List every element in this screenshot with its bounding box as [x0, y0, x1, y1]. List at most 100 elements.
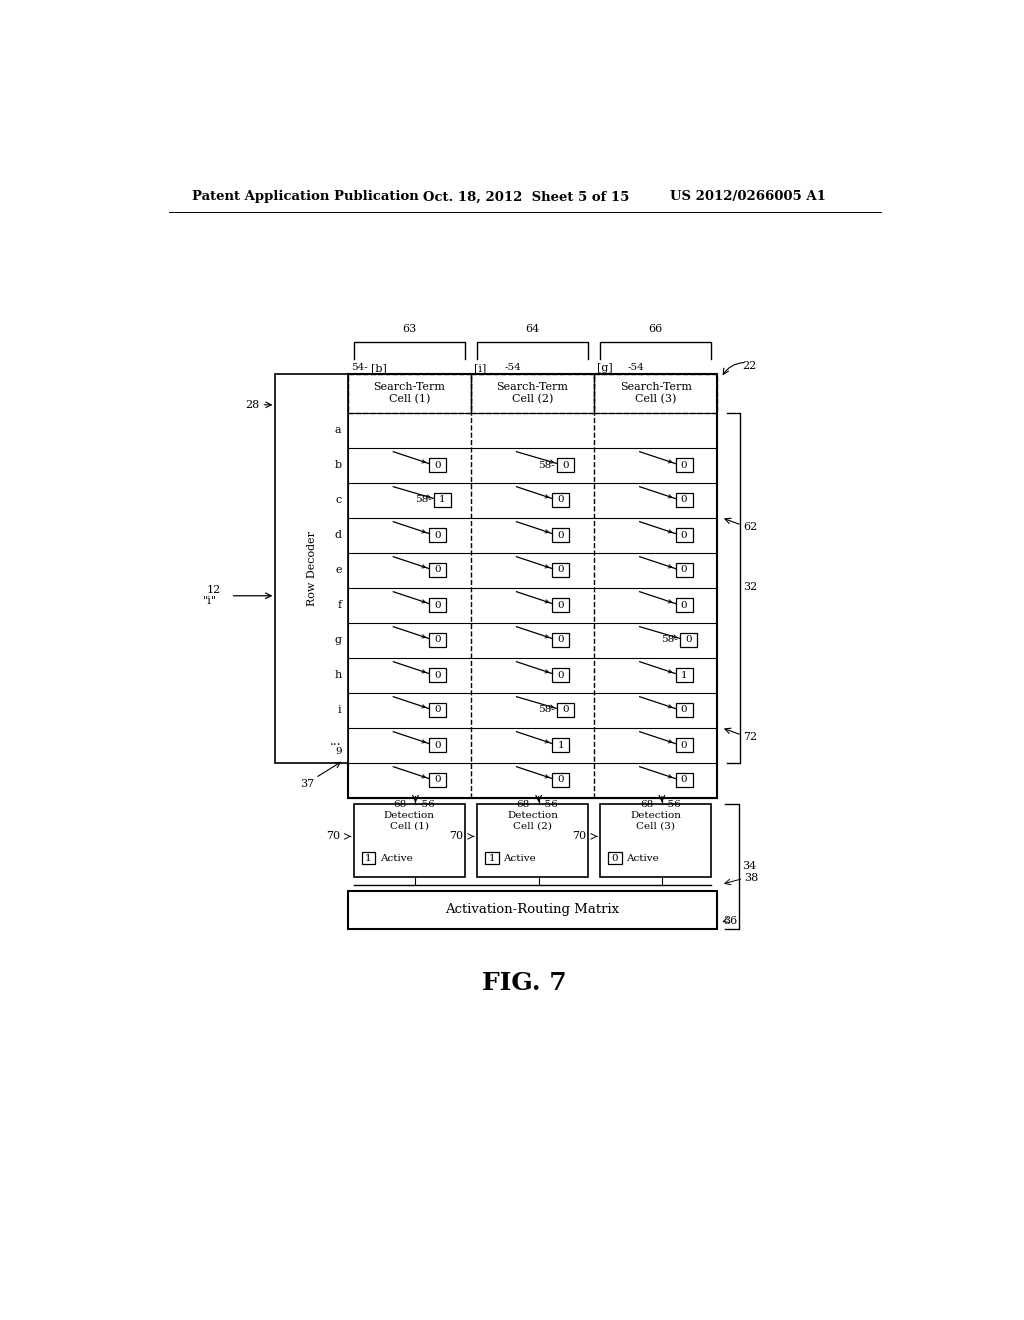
Bar — [608, 853, 622, 865]
Text: 0: 0 — [681, 705, 687, 714]
Text: Oct. 18, 2012  Sheet 5 of 15: Oct. 18, 2012 Sheet 5 of 15 — [423, 190, 630, 203]
Text: -54: -54 — [505, 363, 521, 372]
Text: 54-: 54- — [351, 363, 368, 372]
Bar — [354, 804, 465, 876]
Bar — [429, 704, 446, 717]
Bar — [552, 738, 569, 752]
Text: 1: 1 — [488, 854, 495, 863]
Text: 70: 70 — [450, 832, 463, 841]
Text: h: h — [334, 671, 342, 680]
Text: 37: 37 — [301, 779, 314, 789]
Text: 0: 0 — [557, 495, 564, 504]
Bar — [429, 738, 446, 752]
Bar — [681, 634, 697, 647]
Text: 58-: 58- — [662, 635, 678, 644]
Text: 0: 0 — [557, 601, 564, 610]
Text: 1: 1 — [366, 854, 372, 863]
Bar — [552, 774, 569, 787]
Bar — [676, 668, 692, 682]
Text: 0: 0 — [681, 461, 687, 470]
Text: 32: 32 — [743, 582, 758, 593]
Bar — [676, 598, 692, 612]
Text: Detection
Cell (3): Detection Cell (3) — [630, 810, 681, 830]
Text: [g]: [g] — [597, 363, 613, 372]
Text: 28: 28 — [245, 400, 259, 409]
Text: -54: -54 — [628, 363, 645, 372]
Text: 0: 0 — [434, 741, 441, 750]
Text: 1: 1 — [439, 495, 445, 504]
Text: i: i — [338, 705, 342, 715]
Text: a: a — [335, 425, 342, 436]
Text: 0: 0 — [681, 741, 687, 750]
Text: 0: 0 — [611, 854, 618, 863]
Text: Search-Term
Cell (2): Search-Term Cell (2) — [497, 383, 568, 404]
Bar — [348, 374, 717, 797]
Text: Active: Active — [380, 854, 413, 863]
Bar — [552, 634, 569, 647]
Text: 38: 38 — [744, 874, 759, 883]
Text: [b]: [b] — [371, 363, 387, 372]
Text: 63: 63 — [402, 323, 417, 334]
Text: 58-: 58- — [539, 705, 555, 714]
Text: US 2012/0266005 A1: US 2012/0266005 A1 — [670, 190, 825, 203]
Bar — [676, 494, 692, 507]
Text: 0: 0 — [557, 531, 564, 540]
Bar — [429, 528, 446, 543]
Text: 68: 68 — [640, 800, 653, 809]
Text: 64: 64 — [525, 323, 540, 334]
Text: 1: 1 — [681, 671, 687, 680]
Text: [i]: [i] — [474, 363, 486, 372]
Text: Search-Term
Cell (1): Search-Term Cell (1) — [374, 383, 445, 404]
Text: Active: Active — [627, 854, 659, 863]
Text: 0: 0 — [562, 705, 569, 714]
Text: -56: -56 — [419, 800, 435, 809]
Text: 66: 66 — [648, 323, 663, 334]
Text: Active: Active — [503, 854, 536, 863]
Bar — [477, 804, 588, 876]
Bar — [676, 738, 692, 752]
Bar — [429, 668, 446, 682]
Bar — [361, 853, 376, 865]
Text: 68: 68 — [393, 800, 407, 809]
Text: 0: 0 — [434, 565, 441, 574]
Text: b: b — [335, 459, 342, 470]
Text: 0: 0 — [681, 776, 687, 784]
Text: 0: 0 — [434, 671, 441, 680]
Text: 34: 34 — [742, 862, 756, 871]
Bar — [676, 704, 692, 717]
Text: 0: 0 — [557, 565, 564, 574]
Bar — [429, 598, 446, 612]
Text: FIG. 7: FIG. 7 — [482, 972, 567, 995]
Bar — [552, 494, 569, 507]
Text: 1: 1 — [557, 741, 564, 750]
Bar — [557, 458, 574, 473]
Text: 0: 0 — [434, 776, 441, 784]
Text: 58-: 58- — [415, 495, 432, 504]
Bar — [552, 598, 569, 612]
Bar — [348, 891, 717, 929]
Bar — [552, 564, 569, 577]
Text: 0: 0 — [434, 531, 441, 540]
Bar — [600, 804, 711, 876]
Text: 0: 0 — [681, 495, 687, 504]
Text: f: f — [338, 601, 342, 610]
Text: 0: 0 — [557, 671, 564, 680]
Bar — [552, 528, 569, 543]
Text: 0: 0 — [434, 461, 441, 470]
Text: "i": "i" — [203, 597, 217, 606]
Text: 22: 22 — [742, 362, 757, 371]
Bar — [557, 704, 574, 717]
Bar — [676, 528, 692, 543]
Bar — [552, 668, 569, 682]
Text: 70: 70 — [326, 832, 340, 841]
Text: Detection
Cell (2): Detection Cell (2) — [507, 810, 558, 830]
Bar — [429, 458, 446, 473]
Bar — [484, 853, 499, 865]
Text: -56: -56 — [665, 800, 682, 809]
Text: 0: 0 — [434, 705, 441, 714]
Bar — [434, 494, 451, 507]
Text: Patent Application Publication: Patent Application Publication — [193, 190, 419, 203]
Bar — [676, 564, 692, 577]
Text: 0: 0 — [681, 531, 687, 540]
Text: 0: 0 — [681, 601, 687, 610]
